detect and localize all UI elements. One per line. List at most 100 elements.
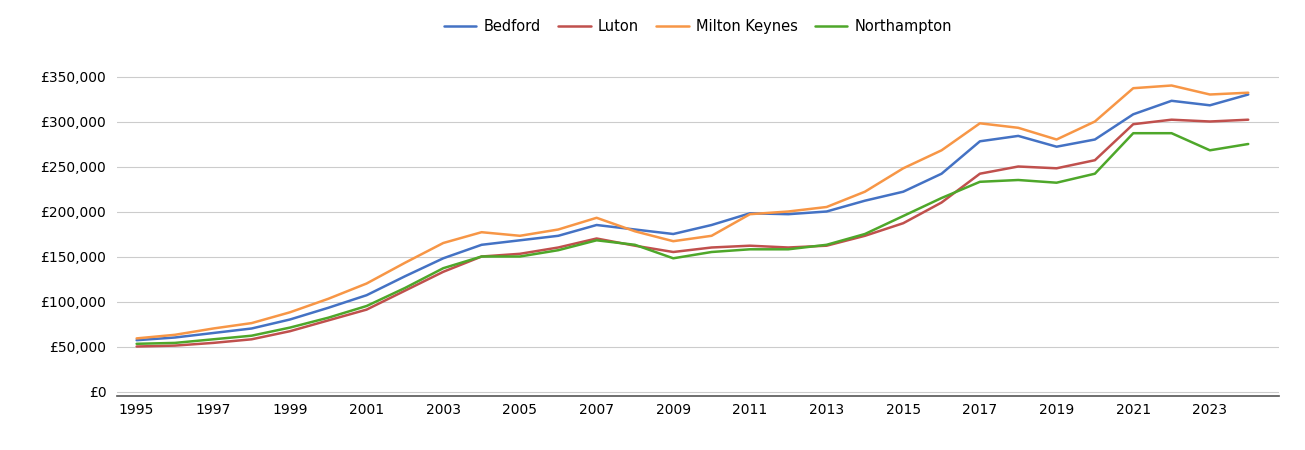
Luton <box>1087 158 1103 163</box>
Luton <box>1202 119 1218 124</box>
Line: Milton Keynes: Milton Keynes <box>137 86 1249 338</box>
Northampton <box>474 254 489 259</box>
Milton Keynes <box>1125 86 1141 91</box>
Milton Keynes <box>1241 90 1257 95</box>
Bedford <box>1241 92 1257 97</box>
Luton <box>589 236 604 241</box>
Bedford <box>934 171 950 176</box>
Milton Keynes <box>321 296 337 302</box>
Bedford <box>857 198 873 203</box>
Luton <box>359 307 375 312</box>
Northampton <box>818 242 834 248</box>
Northampton <box>129 341 145 346</box>
Luton <box>703 245 719 250</box>
Northampton <box>743 247 758 252</box>
Northampton <box>780 247 796 252</box>
Milton Keynes <box>972 121 988 126</box>
Milton Keynes <box>397 260 412 265</box>
Bedford <box>1125 112 1141 117</box>
Milton Keynes <box>474 230 489 235</box>
Luton <box>780 245 796 250</box>
Bedford <box>167 335 183 340</box>
Bedford <box>244 326 260 331</box>
Bedford <box>436 256 452 261</box>
Milton Keynes <box>551 227 566 232</box>
Bedford <box>972 139 988 144</box>
Milton Keynes <box>818 204 834 210</box>
Luton <box>205 340 221 346</box>
Northampton <box>359 303 375 309</box>
Luton <box>1010 164 1026 169</box>
Bedford <box>818 209 834 214</box>
Milton Keynes <box>1202 92 1218 97</box>
Luton <box>244 337 260 342</box>
Northampton <box>205 337 221 342</box>
Bedford <box>551 233 566 238</box>
Milton Keynes <box>895 166 911 171</box>
Bedford <box>282 317 298 322</box>
Bedford <box>474 242 489 248</box>
Luton <box>1125 122 1141 127</box>
Northampton <box>551 248 566 253</box>
Bedford <box>666 231 681 237</box>
Luton <box>972 171 988 176</box>
Bedford <box>321 305 337 310</box>
Milton Keynes <box>129 336 145 341</box>
Luton <box>743 243 758 248</box>
Bedford <box>1010 133 1026 139</box>
Legend: Bedford, Luton, Milton Keynes, Northampton: Bedford, Luton, Milton Keynes, Northampt… <box>438 14 958 40</box>
Luton <box>282 328 298 334</box>
Milton Keynes <box>205 326 221 331</box>
Bedford <box>1202 103 1218 108</box>
Luton <box>129 344 145 349</box>
Northampton <box>895 213 911 219</box>
Bedford <box>359 292 375 298</box>
Milton Keynes <box>1087 119 1103 124</box>
Northampton <box>972 179 988 184</box>
Milton Keynes <box>666 238 681 244</box>
Northampton <box>589 238 604 243</box>
Luton <box>512 251 527 256</box>
Milton Keynes <box>167 332 183 338</box>
Luton <box>934 200 950 205</box>
Luton <box>1164 117 1180 122</box>
Milton Keynes <box>436 240 452 246</box>
Milton Keynes <box>780 209 796 214</box>
Northampton <box>436 266 452 271</box>
Luton <box>551 245 566 250</box>
Northampton <box>934 195 950 201</box>
Milton Keynes <box>857 189 873 194</box>
Line: Northampton: Northampton <box>137 133 1249 344</box>
Northampton <box>703 249 719 255</box>
Milton Keynes <box>1010 125 1026 130</box>
Northampton <box>1049 180 1065 185</box>
Milton Keynes <box>589 215 604 220</box>
Bedford <box>1164 98 1180 104</box>
Line: Luton: Luton <box>137 120 1249 346</box>
Northampton <box>244 333 260 338</box>
Milton Keynes <box>1164 83 1180 88</box>
Bedford <box>129 338 145 343</box>
Bedford <box>1049 144 1065 149</box>
Northampton <box>1202 148 1218 153</box>
Northampton <box>1010 177 1026 183</box>
Luton <box>628 243 643 248</box>
Northampton <box>397 285 412 291</box>
Northampton <box>1164 130 1180 136</box>
Luton <box>1049 166 1065 171</box>
Bedford <box>628 227 643 232</box>
Luton <box>474 254 489 259</box>
Luton <box>321 318 337 323</box>
Luton <box>666 249 681 255</box>
Bedford <box>397 274 412 279</box>
Northampton <box>1125 130 1141 136</box>
Bedford <box>205 330 221 336</box>
Northampton <box>282 325 298 330</box>
Northampton <box>512 254 527 259</box>
Bedford <box>703 222 719 228</box>
Bedford <box>743 211 758 216</box>
Bedford <box>780 212 796 217</box>
Luton <box>397 288 412 293</box>
Northampton <box>321 315 337 320</box>
Milton Keynes <box>703 233 719 238</box>
